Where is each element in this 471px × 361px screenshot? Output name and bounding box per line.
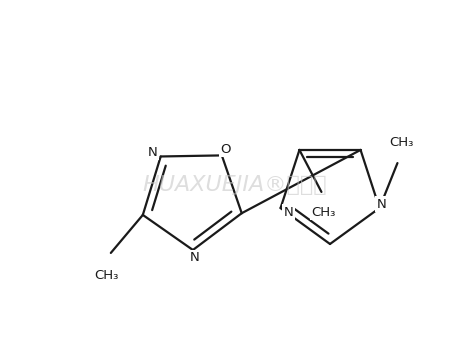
- Text: N: N: [377, 197, 386, 210]
- Text: N: N: [190, 252, 200, 265]
- Text: CH₃: CH₃: [311, 206, 336, 219]
- Text: N: N: [148, 146, 158, 159]
- Text: N: N: [284, 205, 293, 218]
- Text: CH₃: CH₃: [95, 269, 119, 282]
- Text: HUAXUEJIA®化学加: HUAXUEJIA®化学加: [143, 175, 327, 195]
- Text: O: O: [220, 143, 231, 156]
- Text: CH₃: CH₃: [389, 136, 414, 149]
